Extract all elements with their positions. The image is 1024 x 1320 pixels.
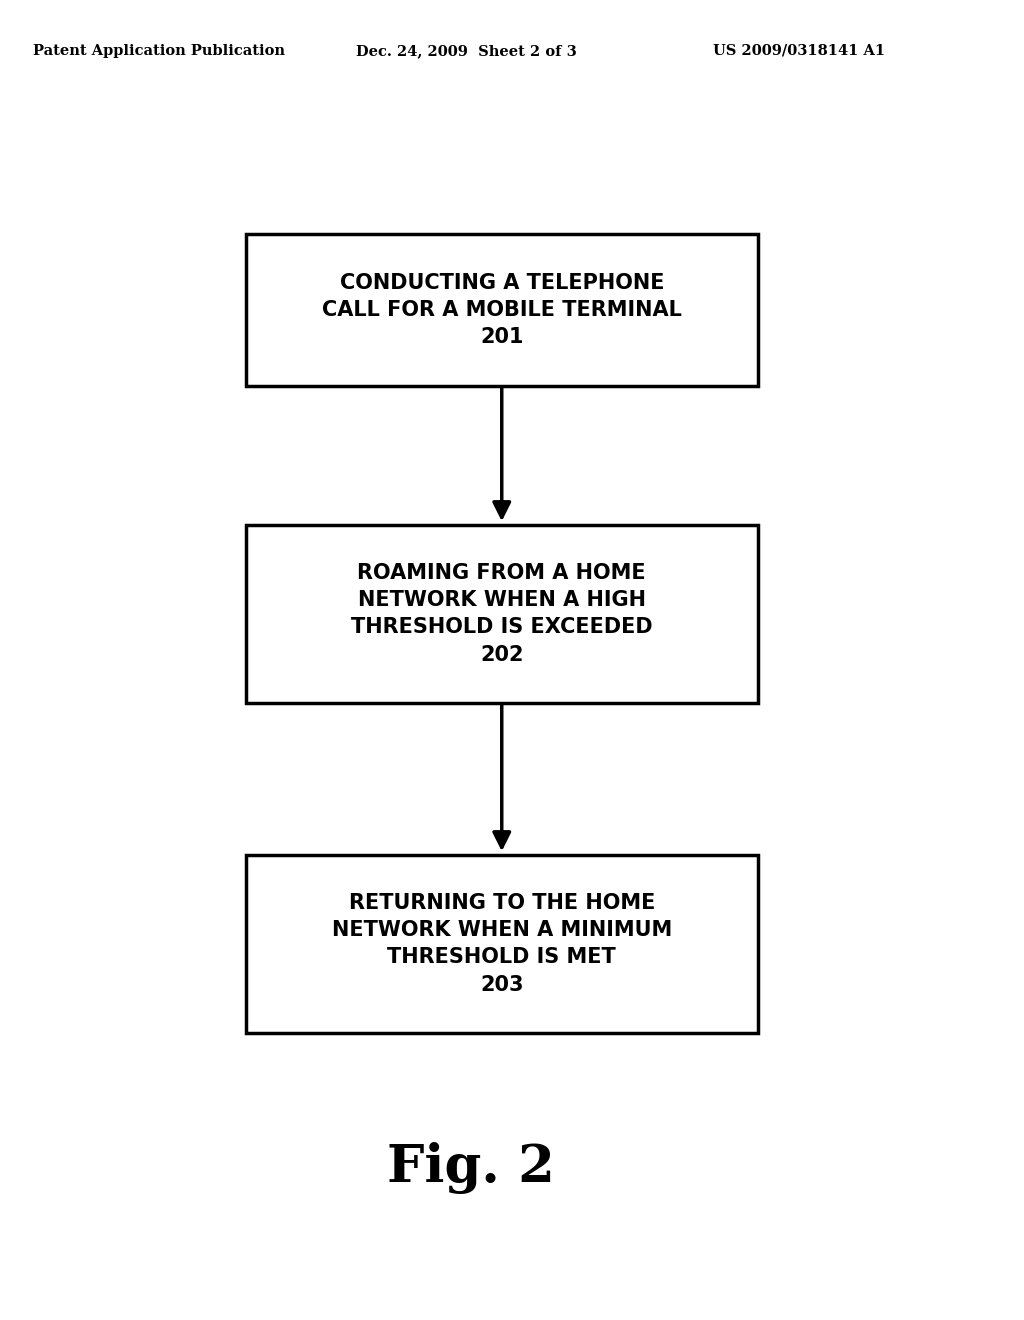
- Text: Dec. 24, 2009  Sheet 2 of 3: Dec. 24, 2009 Sheet 2 of 3: [355, 44, 577, 58]
- Text: RETURNING TO THE HOME
NETWORK WHEN A MINIMUM
THRESHOLD IS MET
203: RETURNING TO THE HOME NETWORK WHEN A MIN…: [332, 894, 672, 994]
- Text: Fig. 2: Fig. 2: [387, 1142, 555, 1195]
- Bar: [246, 855, 758, 1032]
- Bar: [246, 235, 758, 385]
- Bar: [246, 524, 758, 702]
- Text: US 2009/0318141 A1: US 2009/0318141 A1: [713, 44, 885, 58]
- Text: CONDUCTING A TELEPHONE
CALL FOR A MOBILE TERMINAL
201: CONDUCTING A TELEPHONE CALL FOR A MOBILE…: [322, 273, 682, 347]
- Text: Patent Application Publication: Patent Application Publication: [33, 44, 285, 58]
- Text: ROAMING FROM A HOME
NETWORK WHEN A HIGH
THRESHOLD IS EXCEEDED
202: ROAMING FROM A HOME NETWORK WHEN A HIGH …: [351, 564, 652, 664]
